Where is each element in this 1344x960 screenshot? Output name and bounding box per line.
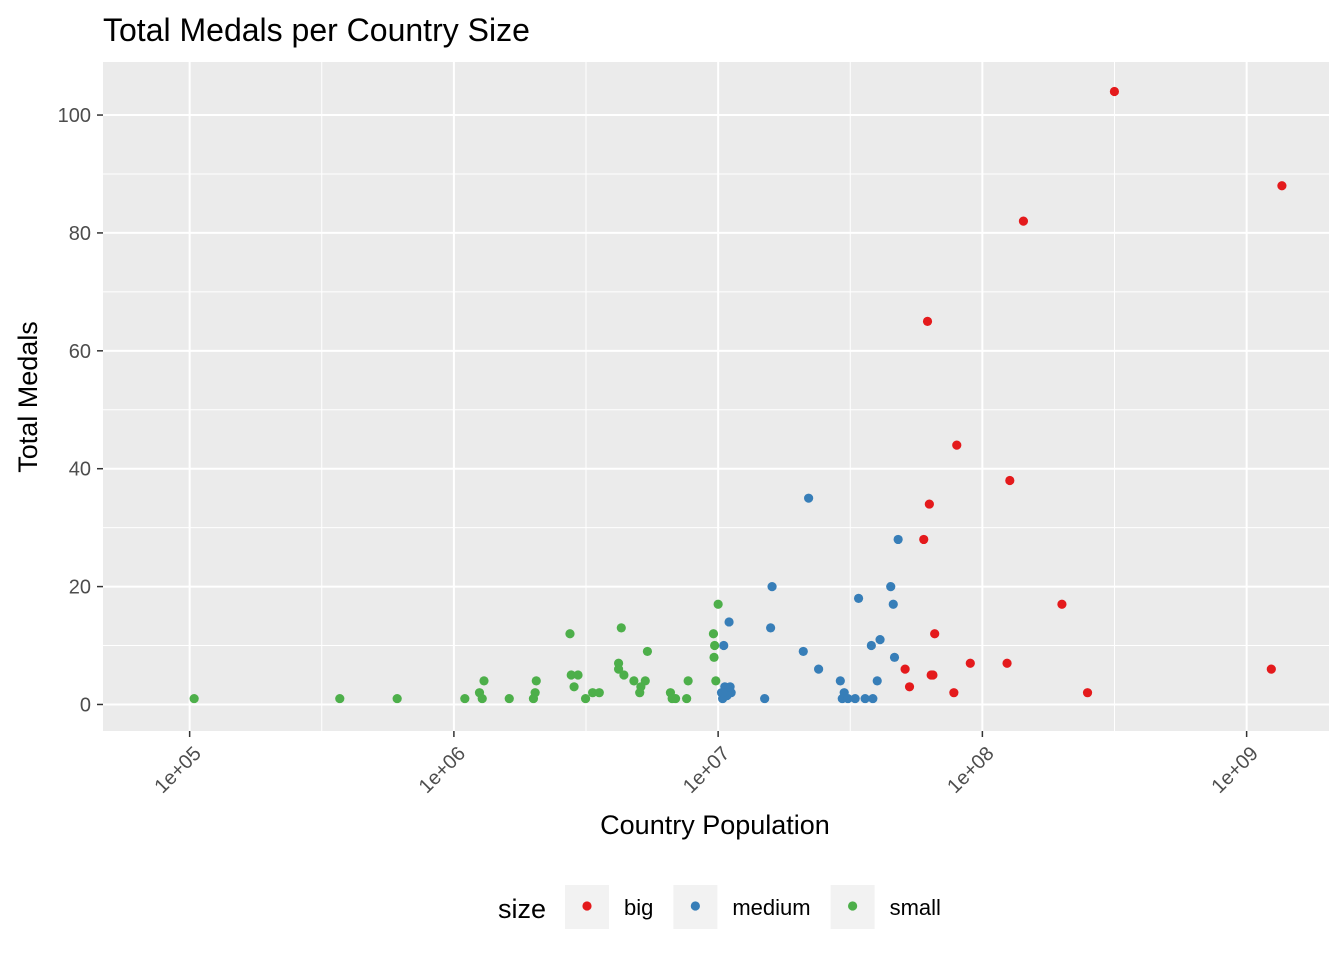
y-axis-title: Total Medals: [13, 321, 43, 473]
major-gridlines: [103, 62, 1329, 731]
data-point-medium: [724, 617, 734, 627]
data-point-small: [619, 670, 629, 680]
x-tick-label: 1e+06: [415, 743, 470, 798]
data-point-small: [642, 646, 653, 657]
data-point-big: [952, 440, 962, 450]
data-point-medium: [872, 676, 882, 686]
data-point-small: [683, 676, 693, 686]
data-point-big: [919, 534, 929, 545]
data-point-small: [565, 629, 575, 639]
legend-label-small: small: [890, 895, 941, 920]
data-point-small: [530, 688, 540, 698]
legend-label-medium: medium: [732, 895, 810, 920]
x-axis-title: Country Population: [600, 810, 830, 840]
x-tick-label: 1e+08: [943, 743, 998, 798]
data-point-big: [949, 688, 959, 698]
legend-marker-medium: [690, 901, 700, 911]
legend: size big medium small: [498, 885, 941, 929]
data-point-small: [573, 670, 583, 680]
data-point-small: [629, 676, 639, 686]
data-point-medium: [860, 693, 870, 704]
chart-title: Total Medals per Country Size: [103, 12, 530, 48]
y-tick-label: 80: [69, 223, 91, 245]
y-axis: 0 20 40 60 80 100: [58, 105, 103, 716]
data-point-small: [580, 693, 591, 704]
x-tick-label: 1e+07: [679, 743, 734, 798]
data-point-medium: [798, 646, 808, 657]
data-point-big: [1082, 688, 1093, 698]
data-point-small: [635, 688, 645, 698]
data-point-big: [1057, 599, 1067, 609]
data-point-small: [335, 693, 345, 704]
x-tick-label: 1e+05: [151, 743, 206, 798]
data-point-medium: [719, 640, 729, 651]
data-point-medium: [835, 676, 845, 686]
data-points: [189, 86, 1287, 704]
data-point-small: [594, 688, 604, 698]
data-point-small: [479, 676, 489, 686]
data-point-medium: [760, 693, 770, 704]
y-tick-label: 60: [69, 341, 91, 363]
data-point-medium: [866, 640, 876, 651]
data-point-big: [1266, 664, 1276, 674]
data-point-small: [613, 664, 624, 674]
minor-gridlines: [103, 62, 1329, 731]
data-point-small: [460, 693, 470, 704]
data-point-big: [1002, 658, 1012, 668]
data-point-small: [682, 693, 692, 704]
data-point-medium: [766, 623, 776, 633]
x-tick-label: 1e+09: [1207, 743, 1262, 798]
data-point-medium: [875, 635, 885, 645]
data-point-big: [926, 670, 936, 680]
data-point-medium: [853, 593, 864, 603]
data-point-small: [569, 682, 579, 692]
data-point-small: [616, 623, 626, 633]
data-point-small: [566, 670, 576, 680]
data-point-small: [713, 599, 723, 609]
data-point-big: [904, 682, 915, 692]
data-point-medium: [893, 534, 903, 545]
data-point-medium: [814, 664, 824, 674]
data-point-medium: [804, 493, 814, 503]
data-point-small: [710, 640, 720, 651]
data-point-small: [711, 676, 721, 686]
data-point-medium: [886, 581, 896, 592]
data-point-small: [709, 652, 719, 662]
y-tick-label: 20: [69, 577, 91, 599]
legend-marker-big: [582, 901, 592, 911]
data-point-big: [1018, 216, 1029, 226]
legend-label-big: big: [624, 895, 653, 920]
data-point-medium: [767, 581, 777, 592]
data-point-small: [392, 693, 402, 704]
data-point-small: [708, 629, 719, 639]
data-point-big: [1005, 475, 1015, 486]
data-point-medium: [888, 599, 898, 609]
data-point-medium: [889, 652, 900, 662]
data-point-big: [924, 499, 934, 509]
data-point-small: [504, 693, 514, 704]
legend-marker-small: [848, 901, 858, 911]
data-point-small: [588, 688, 598, 698]
data-point-big: [922, 316, 933, 326]
y-tick-label: 0: [80, 694, 91, 716]
data-point-medium: [850, 693, 860, 704]
data-point-big: [1277, 181, 1287, 191]
data-point-big: [930, 629, 940, 639]
data-point-small: [189, 693, 199, 704]
y-tick-label: 40: [69, 459, 91, 481]
legend-title: size: [498, 894, 546, 924]
data-point-medium: [843, 693, 853, 704]
y-tick-label: 100: [58, 105, 91, 127]
data-point-big: [965, 658, 975, 668]
data-point-big: [900, 664, 910, 674]
data-point-small: [531, 676, 541, 686]
data-point-small: [477, 693, 487, 704]
data-point-big: [1109, 86, 1120, 97]
data-point-medium: [868, 693, 878, 704]
x-axis: 1e+05 1e+06 1e+07 1e+08 1e+09: [151, 731, 1263, 798]
data-point-medium: [718, 688, 728, 698]
data-point-small: [667, 693, 677, 704]
